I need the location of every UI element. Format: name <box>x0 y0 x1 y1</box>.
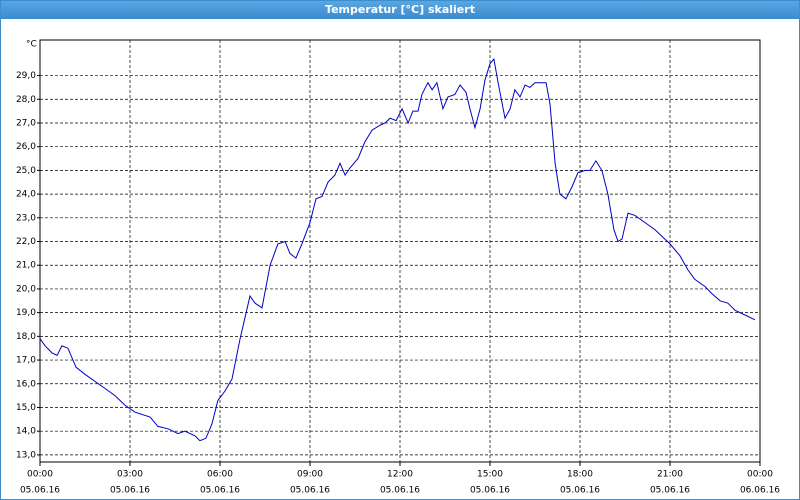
x-tick-label: 15:00 <box>477 470 503 480</box>
y-tick-label: 27,0 <box>16 118 36 128</box>
y-tick-label: 16,0 <box>16 379 36 389</box>
x-tick-date: 05.06.16 <box>290 486 330 496</box>
title-bar: Temperatur [°C] skaliert <box>1 1 799 19</box>
y-tick-label: 24,0 <box>16 190 36 200</box>
y-tick-label: 28,0 <box>16 95 36 105</box>
y-tick-label: 21,0 <box>16 261 36 271</box>
x-tick-date: 05.06.16 <box>20 486 60 496</box>
x-tick-date: 05.06.16 <box>560 486 600 496</box>
y-tick-label: 23,0 <box>16 213 36 223</box>
x-tick-date: 05.06.16 <box>470 486 510 496</box>
plot-frame <box>39 39 761 463</box>
y-tick-label: 14,0 <box>16 427 36 437</box>
x-tick-date: 05.06.16 <box>110 486 150 496</box>
x-tick-label: 21:00 <box>657 470 683 480</box>
y-tick-label: 15,0 <box>16 403 36 413</box>
x-tick-label: 00:00 <box>747 470 773 480</box>
x-tick-label: 03:00 <box>117 470 143 480</box>
y-tick-label: 13,0 <box>16 450 36 460</box>
x-tick-label: 18:00 <box>567 470 593 480</box>
x-tick-date: 05.06.16 <box>200 486 240 496</box>
y-tick-label: 22,0 <box>16 237 36 247</box>
x-tick-label: 09:00 <box>297 470 323 480</box>
data-line <box>39 57 756 442</box>
y-tick-label: 17,0 <box>16 356 36 366</box>
x-tick-label: 06:00 <box>207 470 233 480</box>
y-tick-label: 18,0 <box>16 332 36 342</box>
x-tick-date: 05.06.16 <box>380 486 420 496</box>
y-tick-label: 26,0 <box>16 142 36 152</box>
x-tick-date: 05.06.16 <box>650 486 690 496</box>
x-tick-label: 12:00 <box>387 470 413 480</box>
x-tick-date: 06.06.16 <box>740 486 780 496</box>
x-tick-label: 00:00 <box>27 470 53 480</box>
y-unit: °C <box>26 40 37 50</box>
y-tick-label: 20,0 <box>16 284 36 294</box>
y-tick-label: 25,0 <box>16 166 36 176</box>
y-tick-label: 29,0 <box>16 71 36 81</box>
y-tick-label: 19,0 <box>16 308 36 318</box>
